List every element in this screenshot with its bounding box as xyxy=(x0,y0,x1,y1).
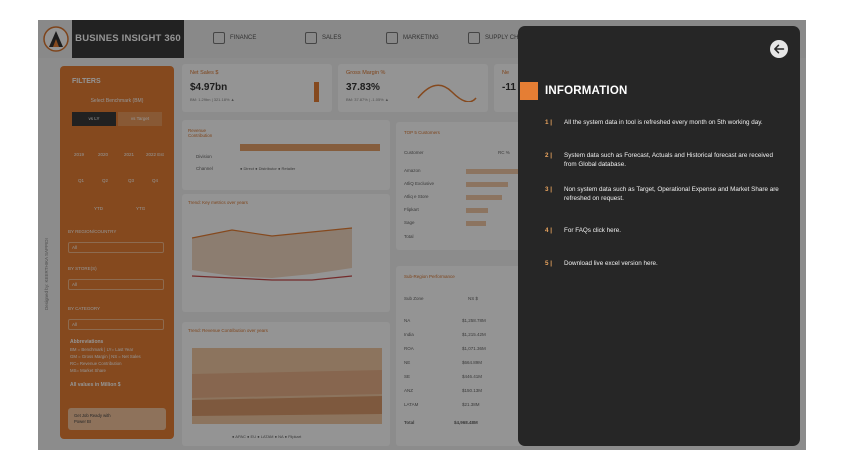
info-item-5-download: 5 | Download live excel version here. xyxy=(545,259,785,268)
marketing-icon xyxy=(386,32,398,44)
info-item-4-faqs: 4 | For FAQs click here. xyxy=(545,226,785,235)
information-title: INFORMATION xyxy=(545,85,628,97)
download-excel-link[interactable]: Download live excel version here. xyxy=(564,260,658,267)
faqs-link[interactable]: For FAQs click here. xyxy=(564,227,622,234)
period-ytd[interactable]: YTD xyxy=(94,206,103,211)
arrow-left-icon xyxy=(774,44,785,54)
category-filter-label: BY CATEGORY xyxy=(68,306,101,311)
sub-region-card: Sub-Region Performance Sub Zone NS $ NA … xyxy=(396,266,526,446)
quarter-q3[interactable]: Q3 xyxy=(128,178,135,183)
benchmark-label: Select Benchmark (BM) xyxy=(90,98,144,104)
category-select[interactable]: All xyxy=(68,319,164,330)
sales-icon xyxy=(305,32,317,44)
year-2022-est[interactable]: 2022 Est xyxy=(146,152,164,157)
stores-select[interactable]: All xyxy=(68,279,164,290)
info-item-1: 1 | All the system data in tool is refre… xyxy=(545,119,763,126)
filters-panel: FILTERS Select Benchmark (BM) vs LY vs T… xyxy=(60,66,174,439)
region-select[interactable]: All xyxy=(68,242,164,253)
title-accent-block xyxy=(520,82,538,100)
year-2021[interactable]: 2021 xyxy=(124,152,135,157)
codebasics-promo[interactable]: Get Job Ready with Power BI xyxy=(68,408,166,430)
finance-icon xyxy=(213,32,225,44)
quarter-q2[interactable]: Q2 xyxy=(102,178,109,183)
stores-filter-label: BY STORE(S) xyxy=(68,266,97,271)
app-canvas: BUSINES INSIGHT 360 FINANCE SALES MARKET… xyxy=(38,20,806,450)
nav-sales[interactable]: SALES xyxy=(305,32,341,44)
kpi-gross-margin: Gross Margin % 37.83% BM: 37.87% | -1.05… xyxy=(338,64,488,112)
quarter-q1[interactable]: Q1 xyxy=(78,178,85,183)
information-panel: INFORMATION 1 | All the system data in t… xyxy=(518,26,800,446)
toggle-vs-ly[interactable]: vs LY xyxy=(72,112,116,126)
trend-revenue-chart xyxy=(192,348,382,424)
trend-key-metrics-card: Trend: Key metrics over years xyxy=(182,194,390,312)
top-customers-card: TOP 5 Customers Customer RC % Amazon Atl… xyxy=(396,122,526,250)
quarter-q4[interactable]: Q4 xyxy=(152,178,159,183)
filters-title: FILTERS xyxy=(72,78,101,85)
info-item-2: 2 | System data such as Forecast, Actual… xyxy=(545,152,773,168)
info-item-3: 3 | Non system data such as Target, Oper… xyxy=(545,186,779,202)
revenue-contribution-card: Revenue Contribution Division Channel ● … xyxy=(182,120,390,190)
brand-title: BUSINES INSIGHT 360 xyxy=(72,20,184,58)
supply-chain-icon xyxy=(468,32,480,44)
abbreviations: Abbreviations BM = Benchmark | LY= Last … xyxy=(70,339,141,388)
kpi-net-sales: Net Sales $ $4.97bn BM: 1.29bn | 321.18%… xyxy=(182,64,332,112)
nav-finance[interactable]: FINANCE xyxy=(213,32,256,44)
back-button[interactable] xyxy=(770,40,788,58)
nav-supply-chain[interactable]: SUPPLY CH xyxy=(468,32,518,44)
gm-sparkline xyxy=(417,84,477,102)
year-2019[interactable]: 2019 xyxy=(74,152,85,157)
period-ytg[interactable]: YTG xyxy=(136,206,146,211)
region-filter-label: BY REGION/COUNTRY xyxy=(68,229,117,234)
nav-marketing[interactable]: MARKETING xyxy=(386,32,439,44)
trend-revenue-card: Trend: Revenue Contribution over years ●… xyxy=(182,322,390,446)
toggle-vs-target[interactable]: vs Target xyxy=(118,112,162,126)
year-2020[interactable]: 2020 xyxy=(98,152,109,157)
atliq-logo-icon xyxy=(43,26,69,52)
trend-key-metrics-chart xyxy=(192,227,353,281)
